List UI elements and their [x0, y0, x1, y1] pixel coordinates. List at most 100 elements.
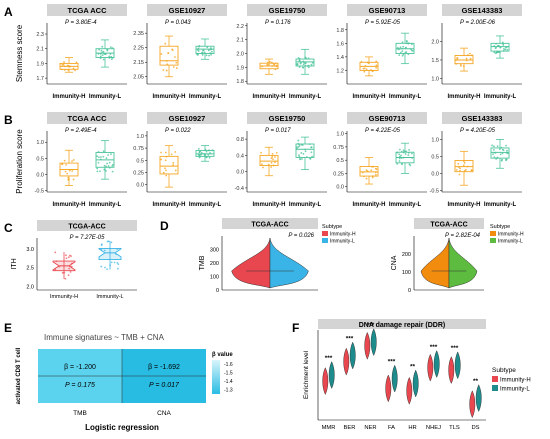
x-tick-label: DS — [471, 425, 479, 431]
data-point — [103, 164, 106, 167]
data-point — [401, 163, 403, 166]
data-point — [64, 277, 67, 280]
data-point — [208, 149, 210, 152]
data-point — [205, 156, 208, 159]
data-point — [96, 170, 99, 173]
data-point — [104, 168, 106, 171]
ddr-violin — [385, 374, 392, 403]
data-point — [100, 248, 103, 251]
y-tick-label: 0.8 — [236, 137, 244, 143]
data-point — [407, 152, 410, 154]
p-value: P = 4.20E-05 — [460, 128, 496, 134]
legend-colorbar — [212, 360, 220, 394]
y-tick-label: 2.0 — [431, 39, 439, 45]
data-point — [68, 178, 70, 181]
significance-label: *** — [430, 344, 438, 351]
data-point — [167, 52, 170, 54]
data-point — [113, 261, 116, 264]
data-point — [55, 260, 58, 263]
data-point — [106, 268, 109, 271]
data-point — [402, 149, 405, 152]
y-tick-label: 0.25 — [333, 171, 344, 177]
data-point — [500, 146, 503, 149]
data-point — [200, 153, 202, 156]
data-point — [402, 156, 405, 159]
data-point — [102, 50, 105, 53]
data-point — [272, 158, 274, 161]
data-point — [302, 60, 305, 63]
p-value: P = 0.017 — [265, 128, 291, 134]
data-point — [305, 57, 307, 60]
legend-swatch — [492, 376, 498, 382]
y-tick-label: 0.5 — [136, 158, 144, 164]
data-point — [405, 42, 408, 45]
data-point — [208, 54, 211, 57]
data-point — [270, 157, 273, 160]
data-point — [299, 62, 302, 65]
data-point — [311, 61, 314, 64]
y-tick-label: 100 — [210, 275, 219, 281]
x-tick-label: TLS — [449, 425, 460, 431]
data-point — [105, 170, 107, 172]
data-point — [165, 69, 168, 72]
data-point — [374, 173, 377, 176]
x-tick-label: HR — [408, 425, 416, 431]
chart-title-strip — [347, 112, 427, 124]
data-point — [374, 171, 377, 174]
data-point — [304, 64, 307, 67]
data-point — [202, 49, 204, 52]
data-point — [402, 151, 405, 153]
data-point — [162, 69, 165, 71]
data-point — [310, 151, 313, 154]
data-point — [498, 44, 500, 47]
data-point — [101, 45, 104, 48]
x-tick-label: Immunity-H — [50, 294, 78, 300]
data-point — [172, 161, 175, 164]
chart-title-strip — [414, 218, 484, 229]
y-tick-label: 200 — [402, 252, 411, 258]
data-point — [198, 156, 201, 159]
boxplot-chart: GSE10927 P = 0.043 2.05 2.15 2.25 2.35 Immunit… — [133, 4, 227, 100]
data-point — [463, 162, 466, 164]
box — [159, 45, 179, 66]
p-value: P = 5.92E-05 — [365, 20, 401, 26]
data-point — [105, 157, 108, 160]
chart-title-strip — [347, 4, 427, 16]
data-point — [462, 160, 465, 163]
chart-title: TCGA-ACC — [251, 222, 288, 229]
data-point — [466, 165, 469, 168]
chart-title: GSE19750 — [269, 6, 306, 15]
data-point — [398, 48, 401, 50]
y-tick-label: 1.6 — [336, 41, 344, 47]
data-point — [267, 163, 270, 166]
data-point — [367, 62, 370, 65]
data-point — [493, 51, 496, 54]
data-point — [398, 153, 401, 156]
x-tick-label: Immunity-L — [289, 202, 322, 208]
y-tick-label: 2.35 — [133, 31, 144, 37]
data-point — [110, 55, 113, 58]
y-tick-label: 1.7 — [36, 76, 44, 82]
data-point — [365, 68, 368, 71]
data-point — [99, 57, 102, 60]
data-point — [74, 69, 76, 72]
y-tick-label: -0.5 — [430, 188, 439, 194]
boxplot-chart: GSE90713 P = 5.92E-05 1.2 1.4 1.6 1.8 Immunity… — [336, 4, 427, 100]
data-point — [71, 170, 74, 172]
data-point — [372, 175, 374, 178]
data-point — [304, 62, 307, 64]
notched-box — [98, 247, 122, 260]
legend-tick-label: -1.5 — [224, 371, 233, 377]
y-tick-label: 2.5 — [26, 266, 34, 272]
data-point — [116, 261, 119, 264]
data-point — [111, 170, 114, 173]
legend-label: Immunity-L — [498, 239, 523, 245]
data-point — [117, 263, 120, 266]
chart-title: GSE143383 — [462, 6, 503, 15]
x-tick-label: Immunity-H — [353, 202, 386, 208]
chart-title: TCGA ACC — [67, 6, 107, 15]
x-tick-label: Immunity-L — [189, 94, 222, 100]
data-point — [404, 51, 407, 54]
data-point — [162, 171, 165, 174]
data-point — [165, 155, 168, 158]
